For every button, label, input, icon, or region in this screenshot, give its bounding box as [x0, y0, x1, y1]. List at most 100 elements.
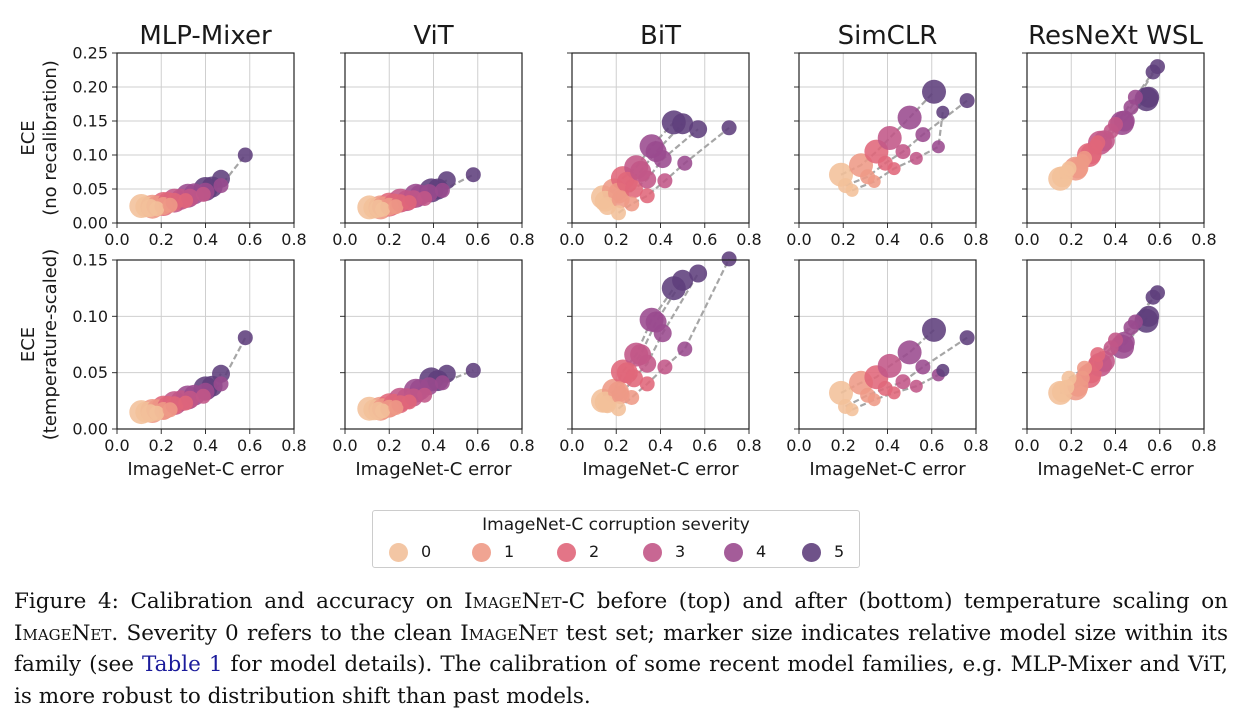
x-tick-label: 0.0	[104, 436, 129, 455]
data-point-severity-3	[877, 126, 902, 150]
x-tick-label: 0.0	[1014, 436, 1039, 455]
x-tick-label: 0.8	[963, 436, 988, 455]
x-tick-label: 0.2	[604, 436, 629, 455]
y-tick-label: 0.15	[72, 251, 108, 270]
axes-frame	[1026, 259, 1205, 430]
data-point-severity-5	[721, 120, 737, 136]
data-point-severity-0	[1061, 370, 1077, 386]
data-point-severity-2	[1090, 135, 1106, 151]
legend-marker-4	[724, 543, 743, 562]
x-tick-label: 0.2	[377, 230, 402, 249]
x-tick-label: 0.2	[1059, 230, 1084, 249]
x-tick-label: 0.8	[281, 436, 306, 455]
data-point-severity-2	[1090, 347, 1106, 363]
x-tick-label: 0.0	[104, 230, 129, 249]
data-point-severity-1	[867, 175, 881, 188]
panel-top-4: 0.0 0.2 0.4 0.6 0.8 ResNeXt WSL	[1014, 21, 1216, 249]
data-point-severity-4	[677, 155, 693, 171]
data-point-severity-5	[959, 330, 975, 346]
x-tick-label: 0.8	[509, 436, 534, 455]
data-point-severity-3	[657, 359, 673, 375]
data-point-severity-3	[638, 354, 657, 373]
legend-label-4: 4	[756, 542, 767, 561]
data-point-severity-4	[653, 324, 672, 343]
data-point-severity-3	[909, 379, 923, 393]
data-point-severity-5	[672, 269, 694, 291]
data-point-severity-4	[915, 359, 931, 375]
data-point-severity-2	[639, 376, 655, 392]
x-tick-label: 0.0	[786, 230, 811, 249]
panel-top-0: 0.0 0.2 0.4 0.6 0.8 0.00 0.05 0.10 0.15 0.20 0.25 M…	[72, 21, 306, 249]
figure-panels: 0.0 0.2 0.4 0.6 0.8 0.00 0.05 0.10 0.15 0.20 0.25 M…	[18, 21, 1217, 481]
caption-text-4: test set; marker size indicates relative…	[14, 620, 1228, 678]
legend-label-0: 0	[421, 542, 432, 561]
data-point-severity-3	[638, 170, 657, 189]
axes-frame	[571, 259, 750, 430]
data-point-severity-4	[1127, 89, 1143, 105]
panel-bottom-2: 0.0 0.2 0.4 0.6 0.8 ImageNet-C error	[559, 251, 762, 480]
x-tick-label: 0.6	[465, 436, 490, 455]
data-point-severity-2	[625, 369, 643, 388]
y-tick-label: 0.15	[72, 112, 108, 131]
data-point-severity-3	[877, 353, 902, 378]
panel-bottom-0: 0.0 0.2 0.4 0.6 0.8 ImageNet-C error 0.00 0.05 0…	[72, 251, 306, 481]
y-tick-label: 0.00	[72, 214, 108, 233]
x-tick-label: 0.4	[648, 230, 673, 249]
x-axis-label: ImageNet-C error	[127, 459, 284, 480]
legend-label-5: 5	[834, 542, 845, 561]
data-point-severity-3	[417, 387, 433, 403]
panel-bottom-3: 0.0 0.2 0.4 0.6 0.8 ImageNet-C error	[786, 259, 989, 480]
y-tick-label: 0.25	[72, 44, 108, 63]
x-tick-label: 0.8	[1191, 436, 1216, 455]
x-tick-label: 0.8	[509, 230, 534, 249]
caption-imagenet-1: ImageNet	[14, 620, 112, 646]
data-point-severity-2	[401, 394, 417, 410]
legend-label-3: 3	[675, 542, 686, 561]
axes-frame	[116, 259, 295, 430]
data-point-severity-1	[624, 390, 640, 405]
x-tick-label: 0.4	[875, 230, 900, 249]
data-point-severity-2	[887, 386, 901, 400]
data-point-severity-3	[417, 191, 433, 206]
panel-top-2: 0.0 0.2 0.4 0.6 0.8 BiT	[559, 21, 761, 249]
y-tick-label: 0.10	[72, 146, 108, 165]
x-tick-label: 0.6	[692, 230, 717, 249]
legend-marker-3	[643, 543, 662, 562]
data-point-severity-5	[237, 330, 253, 346]
data-point-severity-0	[845, 183, 859, 197]
data-point-severity-1	[162, 402, 178, 418]
panel-title: ViT	[413, 21, 453, 51]
x-axis-label: ImageNet-C error	[809, 459, 966, 480]
axes-frame	[1026, 52, 1205, 224]
x-tick-label: 0.2	[149, 436, 174, 455]
axes-frame	[344, 259, 523, 430]
x-axis-label: ImageNet-C error	[582, 459, 739, 480]
data-point-severity-5	[689, 264, 708, 283]
x-tick-label: 0.8	[736, 230, 761, 249]
legend-label-1: 1	[504, 542, 515, 561]
x-tick-label: 0.4	[648, 436, 673, 455]
y-tick-label: 0.20	[72, 78, 108, 97]
data-point-severity-3	[1108, 332, 1123, 348]
x-tick-label: 0.6	[692, 436, 717, 455]
x-tick-label: 0.8	[281, 230, 306, 249]
y-axis-label-top-line2: (no recalibration)	[40, 60, 61, 216]
x-axis-label: ImageNet-C error	[355, 459, 512, 480]
data-point-severity-4	[1127, 314, 1143, 330]
data-point-severity-4	[677, 341, 693, 357]
x-tick-label: 0.4	[1103, 230, 1128, 249]
legend-marker-2	[557, 543, 576, 562]
axes-frame	[798, 259, 977, 430]
data-point-severity-5	[1138, 86, 1160, 108]
x-tick-label: 0.6	[237, 230, 262, 249]
data-point-severity-1	[624, 196, 640, 212]
data-point-severity-1	[162, 197, 178, 213]
data-point-severity-2	[639, 188, 655, 204]
data-point-severity-5	[672, 113, 694, 135]
caption-table-link[interactable]: Table 1	[141, 652, 223, 677]
panel-top-1: 0.0 0.2 0.4 0.6 0.8 ViT	[332, 21, 534, 249]
caption-text-3: . Severity 0 refers to the clean	[111, 620, 461, 646]
data-point-severity-1	[1077, 150, 1092, 166]
axes-frame	[571, 52, 750, 224]
panel-top-3: 0.0 0.2 0.4 0.6 0.8 SimCLR	[786, 21, 988, 249]
